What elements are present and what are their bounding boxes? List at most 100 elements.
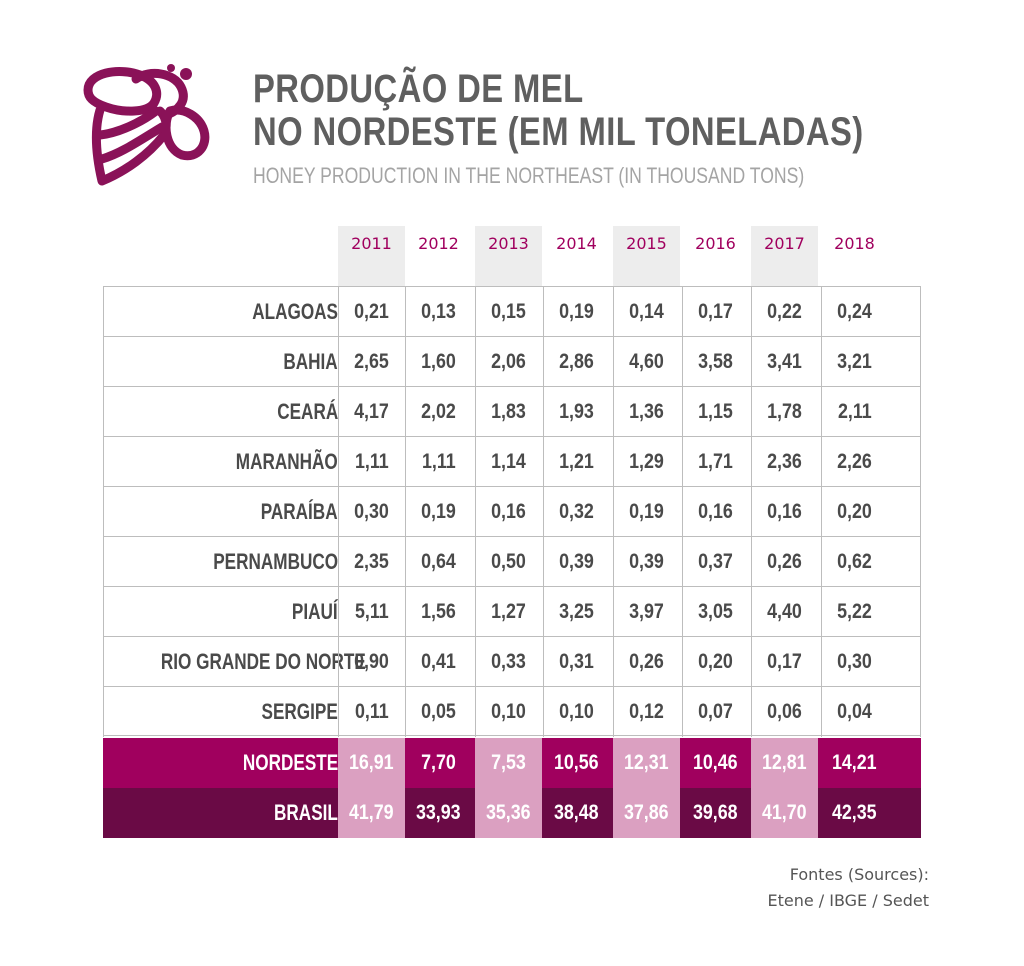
table-right-border [920,487,921,537]
table-row-alagoas: ALAGOAS 0,21 0,13 0,15 0,19 0,14 0,17 0,22 0,24 [103,286,921,337]
row-label: BAHIA [283,349,338,374]
column-divider [613,437,614,487]
column-divider [613,537,614,587]
table-right-border [920,387,921,437]
table-cell: 1,60 [421,350,456,373]
column-divider [475,487,476,537]
table-cell: 0,32 [559,500,594,523]
year-header-2017: 2017 [751,226,818,286]
sources-label: Fontes (Sources): [789,865,929,884]
column-divider [475,687,476,737]
table-cell: 0,16 [698,500,733,523]
table-cell: 1,71 [698,450,733,473]
table-cell: 3,05 [698,600,733,623]
table-row-brasil: BRASIL 41,79 33,93 35,36 38,48 37,86 39,68 41,7… [103,788,921,838]
column-divider [338,287,339,337]
column-divider [751,587,752,637]
title-line-1: PRODUÇÃO DE MEL [253,67,584,111]
column-divider [475,387,476,437]
table-cell: 0,19 [421,500,456,523]
column-divider [682,387,683,437]
table-cell: 0,39 [559,550,594,573]
column-divider [682,287,683,337]
column-divider [475,337,476,387]
table-cell: 4,60 [629,350,664,373]
year-header-2012: 2012 [418,234,459,253]
honey-production-table: ALAGOAS 0,21 0,13 0,15 0,19 0,14 0,17 0,22 0,24 B… [103,286,921,842]
table-cell: 37,86 [613,788,680,838]
table-cell: 2,35 [354,550,389,573]
table-cell: 1,56 [421,600,456,623]
column-divider [821,287,822,337]
table-cell: 33,93 [416,801,461,824]
column-divider [405,387,406,437]
table-cell: 1,93 [559,400,594,423]
table-left-border [103,587,104,637]
table-cell: 2,06 [491,350,526,373]
table-cell: 1,14 [491,450,526,473]
column-divider [405,687,406,737]
row-label: SERGIPE [261,699,338,724]
table-right-border [920,537,921,587]
table-cell: 0,22 [767,300,802,323]
column-divider [543,687,544,737]
column-divider [475,287,476,337]
table-row-bahia: BAHIA 2,65 1,60 2,06 2,86 4,60 3,58 3,41 3,21 [103,336,921,387]
table-left-border [103,537,104,587]
table-cell: 0,31 [559,650,594,673]
column-divider [751,437,752,487]
column-divider [682,437,683,487]
year-header-2014: 2014 [556,234,597,253]
table-cell: 1,36 [629,400,664,423]
row-label: PARAÍBA [261,499,338,524]
column-divider [543,537,544,587]
table-right-border [920,287,921,337]
column-divider [405,637,406,687]
table-cell: 41,70 [751,788,818,838]
column-divider [543,487,544,537]
table-row-piauí: PIAUÍ 5,11 1,56 1,27 3,25 3,97 3,05 4,40 5,22 [103,586,921,637]
row-label: CEARÁ [276,399,338,424]
sources-list: Etene / IBGE / Sedet [767,891,929,910]
table-cell: 10,56 [554,751,599,774]
table-cell: 3,97 [629,600,664,623]
table-cell: 16,91 [338,738,405,788]
column-divider [751,337,752,387]
column-divider [751,687,752,737]
column-divider [475,587,476,637]
table-cell: 4,40 [767,600,802,623]
row-label: NORDESTE [242,750,338,775]
table-cell: 0,24 [837,300,872,323]
table-cell: 3,41 [767,350,802,373]
table-cell: 0,17 [698,300,733,323]
table-cell: 12,81 [751,738,818,788]
column-divider [543,437,544,487]
column-divider [613,387,614,437]
bee-icon [83,64,210,186]
column-divider [751,537,752,587]
table-cell: 0,50 [491,550,526,573]
table-left-border [103,437,104,487]
column-divider [821,437,822,487]
table-cell: 0,90 [354,650,389,673]
table-cell: 42,35 [832,801,877,824]
table-left-border [103,287,104,337]
column-divider [682,487,683,537]
row-label: PERNAMBUCO [213,549,338,574]
column-divider [821,337,822,387]
column-divider [405,537,406,587]
table-cell: 0,12 [629,700,664,723]
column-divider [821,487,822,537]
column-divider [338,637,339,687]
table-right-border [920,587,921,637]
table-cell: 2,26 [837,450,872,473]
table-cell: 2,02 [421,400,456,423]
column-divider [682,687,683,737]
table-cell: 12,31 [613,738,680,788]
table-cell: 1,78 [767,400,802,423]
table-cell: 10,46 [693,751,738,774]
year-header-2018: 2018 [834,234,875,253]
column-divider [751,287,752,337]
table-cell: 1,15 [698,400,733,423]
table-right-border [920,637,921,687]
